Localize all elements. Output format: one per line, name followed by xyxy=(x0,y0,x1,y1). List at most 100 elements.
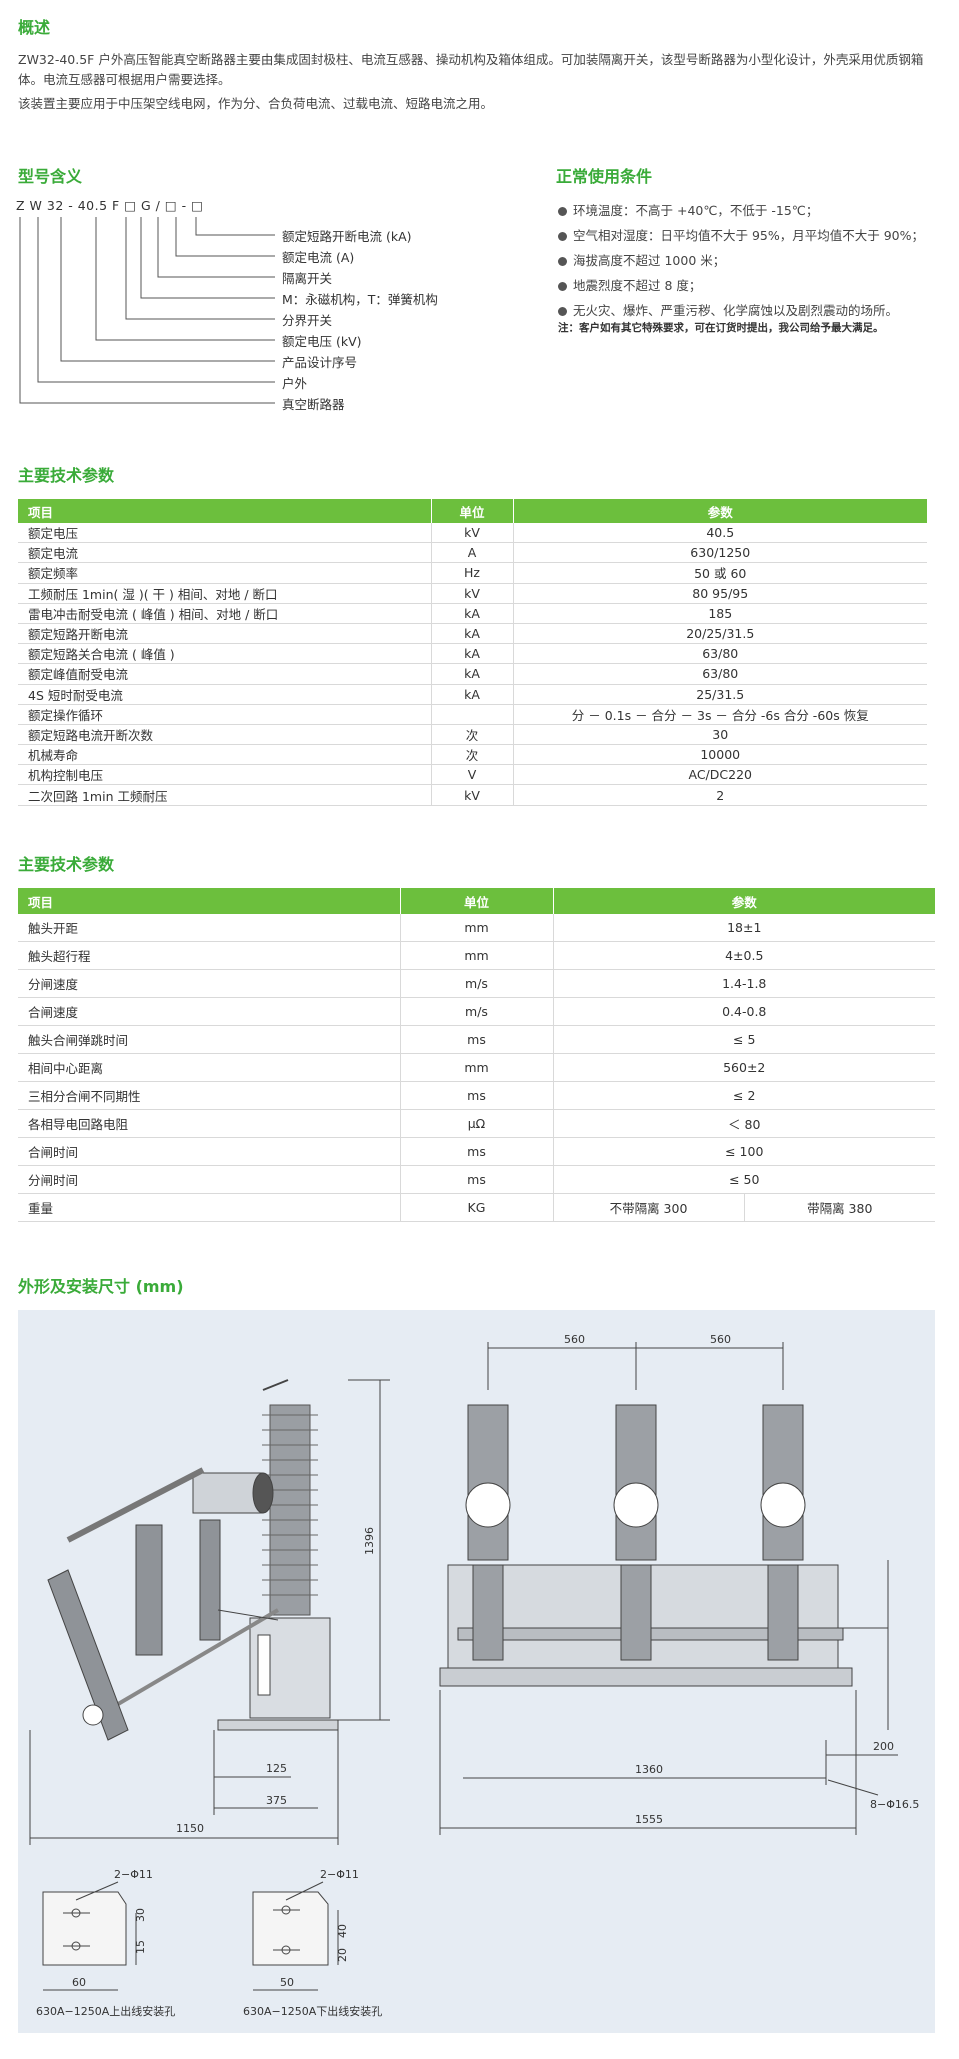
cell-item: 合闸时间 xyxy=(18,1137,400,1166)
condition-item-2: 空气相对湿度：日平均值不大于 95%，月平均值不大于 90%； xyxy=(558,225,924,244)
cell-item: 额定短路电流开断次数 xyxy=(18,724,431,746)
table-row: 额定短路电流开断次数次 30 xyxy=(18,724,927,746)
cell-value: 560±2 xyxy=(552,1053,935,1082)
cell-unit: m/s xyxy=(399,997,553,1026)
table2-title: 主要技术参数 xyxy=(18,855,115,874)
cell-unit: ms xyxy=(399,1025,553,1054)
column-header-value: 参数 xyxy=(513,499,927,523)
cell-unit: kA xyxy=(430,663,513,685)
cell-item: 三相分合闸不同期性 xyxy=(18,1081,400,1110)
cell-unit: kV xyxy=(430,523,513,544)
hole1-dim-60: 60 xyxy=(72,1976,86,1989)
cell-value: ≤ 50 xyxy=(552,1165,935,1194)
table-row: 额定频率 Hz 50 或 60 xyxy=(18,562,927,584)
table-row: 触头合闸弹跳时间 ms ≤ 5 xyxy=(18,1025,935,1054)
cell-item: 机械寿命 xyxy=(18,744,431,766)
condition-item-4: 地震烈度不超过 8 度； xyxy=(558,275,701,294)
table-row: 相间中心距离 mm 560±2 xyxy=(18,1053,935,1082)
column-header-unit: 单位 xyxy=(431,499,514,523)
bullet-icon xyxy=(558,257,567,266)
condition-item-3: 海拔高度不超过 1000 米； xyxy=(558,250,725,269)
bullet-icon xyxy=(558,232,567,241)
outline-drawing: 1396 125 375 1150 560 560 200 1360 1555 … xyxy=(29,1333,919,2018)
table-row: 各相导电回路电阻 μΩ ＜ 80 xyxy=(18,1109,935,1138)
cell-unit: kV xyxy=(430,583,513,604)
overview-title: 概述 xyxy=(18,18,51,37)
cell-value: 0.4-0.8 xyxy=(552,997,935,1026)
cell-item: 额定频率 xyxy=(18,562,431,584)
cell-unit xyxy=(430,704,513,725)
spec-table-1: 项目 单位 参数 额定电压 kV 40.5 额定电流 A 630/1250 额定频率 Hz 50… xyxy=(18,499,927,806)
cell-value: AC/DC220 xyxy=(512,764,927,786)
hole1-spec: 2−Φ11 xyxy=(114,1868,153,1881)
cell-value-with-isolator: 带隔离 380 xyxy=(743,1193,935,1222)
cell-item: 额定电压 xyxy=(18,523,431,544)
table-row: 额定操作循环 分 － 0.1s － 合分 － 3s － 合分 -6s 合分 -60… xyxy=(18,704,927,725)
model-label-2: 额定电流 (A) xyxy=(282,250,355,265)
bullet-icon xyxy=(558,282,567,291)
cell-value: ≤ 100 xyxy=(552,1137,935,1166)
dim-560-left: 560 xyxy=(564,1333,585,1346)
cell-unit: mm xyxy=(399,914,553,942)
cell-value: 2 xyxy=(512,784,927,806)
cell-item: 额定操作循环 xyxy=(18,704,431,725)
cell-item: 合闸速度 xyxy=(18,997,400,1026)
cell-unit: μΩ xyxy=(399,1109,553,1138)
column-header-unit: 单位 xyxy=(400,888,554,914)
overview-paragraph-2: 该装置主要应用于中压架空线电网，作为分、合负荷电流、过载电流、短路电流之用。 xyxy=(18,96,494,111)
cell-value: 18±1 xyxy=(552,914,935,942)
table-row-weight: 重量 KG 不带隔离 300 带隔离 380 xyxy=(18,1193,935,1222)
model-title: 型号含义 xyxy=(18,167,83,186)
hole2-dim-40: 40 xyxy=(336,1924,349,1938)
cell-unit: ms xyxy=(399,1081,553,1110)
cell-value: ≤ 2 xyxy=(552,1081,935,1110)
table-row: 额定峰值耐受电流 kA 63/80 xyxy=(18,663,927,685)
cell-unit: ms xyxy=(399,1137,553,1166)
table-row: 额定电流 A 630/1250 xyxy=(18,542,927,564)
hole1-caption: 630A−1250A上出线安装孔 xyxy=(36,2004,175,2018)
cell-unit: KG xyxy=(399,1193,553,1222)
bullet-icon xyxy=(558,307,567,316)
cell-unit: mm xyxy=(399,1053,553,1082)
cell-value: 185 xyxy=(512,603,927,624)
cell-value: 630/1250 xyxy=(512,542,927,564)
table-row: 机械寿命次 10000 xyxy=(18,744,927,766)
table-row: 合闸时间 ms ≤ 100 xyxy=(18,1137,935,1166)
model-label-3: 隔离开关 xyxy=(282,271,333,286)
table-row: 额定短路开断电流 kA 20/25/31.5 xyxy=(18,623,927,645)
cell-unit: ms xyxy=(399,1165,553,1194)
condition-item-1: 环境温度：不高于 +40℃，不低于 -15℃； xyxy=(558,200,818,219)
overview-paragraph-1: ZW32-40.5F 户外高压智能真空断路器主要由集成固封极柱、电流互感器、操动… xyxy=(18,52,924,87)
cell-unit: kA xyxy=(430,684,513,705)
column-header-item: 项目 xyxy=(18,888,401,914)
bullet-icon xyxy=(558,207,567,216)
table-row: 额定电压 kV 40.5 xyxy=(18,523,927,544)
cell-value: ＜ 80 xyxy=(552,1109,935,1138)
cell-item: 各相导电回路电阻 xyxy=(18,1109,400,1138)
dim-375: 375 xyxy=(266,1794,287,1807)
dim-mounting-holes: 8−Φ16.5 xyxy=(870,1798,919,1811)
cell-item: 额定峰值耐受电流 xyxy=(18,663,431,685)
cell-unit: kA xyxy=(430,623,513,645)
dim-560-right: 560 xyxy=(710,1333,731,1346)
cell-value: 63/80 xyxy=(512,663,927,685)
table-row: 4S 短时耐受电流 kA 25/31.5 xyxy=(18,684,927,705)
dim-200: 200 xyxy=(873,1740,894,1753)
cell-value: 80 95/95 xyxy=(512,583,927,604)
cell-value: 20/25/31.5 xyxy=(512,623,927,645)
table-row: 分闸速度 m/s 1.4-1.8 xyxy=(18,969,935,998)
column-header-item: 项目 xyxy=(18,499,432,523)
dim-1150: 1150 xyxy=(176,1822,204,1835)
cell-value: 25/31.5 xyxy=(512,684,927,705)
model-label-9: 真空断路器 xyxy=(282,397,345,412)
cell-item: 触头开距 xyxy=(18,914,400,942)
cell-unit: kV xyxy=(430,784,513,806)
cell-value: 1.4-1.8 xyxy=(552,969,935,998)
cell-value: 63/80 xyxy=(512,643,927,665)
model-label-4: M：永磁机构，T：弹簧机构 xyxy=(282,292,438,307)
model-label-7: 产品设计序号 xyxy=(282,355,358,370)
table-row: 额定短路关合电流 ( 峰值 ) kA 63/80 xyxy=(18,643,927,665)
cell-item: 雷电冲击耐受电流 ( 峰值 ) 相间、对地 / 断口 xyxy=(18,603,431,624)
dim-1360: 1360 xyxy=(635,1763,663,1776)
cell-unit: m/s xyxy=(399,969,553,998)
